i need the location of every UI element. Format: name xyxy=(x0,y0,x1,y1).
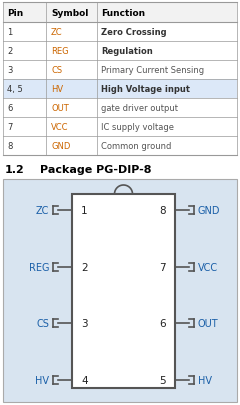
Text: OUT: OUT xyxy=(198,319,219,328)
Text: IC supply voltage: IC supply voltage xyxy=(101,123,174,132)
Text: 7: 7 xyxy=(159,262,166,272)
Text: High Voltage input: High Voltage input xyxy=(101,85,190,94)
Bar xyxy=(3,61,237,80)
Text: ZC: ZC xyxy=(36,205,49,215)
Text: Function: Function xyxy=(101,9,145,17)
Text: 5: 5 xyxy=(159,375,166,385)
Text: Package PG-DIP-8: Package PG-DIP-8 xyxy=(40,164,151,175)
Text: REG: REG xyxy=(29,262,49,272)
Bar xyxy=(3,23,237,42)
Text: HV: HV xyxy=(35,375,49,385)
Text: GND: GND xyxy=(198,205,221,215)
Bar xyxy=(72,194,175,388)
Text: 2: 2 xyxy=(7,47,12,56)
Text: HV: HV xyxy=(51,85,63,94)
Text: Symbol: Symbol xyxy=(51,9,88,17)
Text: 8: 8 xyxy=(159,205,166,215)
Text: 6: 6 xyxy=(159,319,166,328)
Text: 1.2: 1.2 xyxy=(5,164,25,175)
Bar xyxy=(3,136,237,156)
Text: VCC: VCC xyxy=(198,262,218,272)
Text: Pin: Pin xyxy=(7,9,23,17)
Text: 6: 6 xyxy=(7,104,12,113)
Text: Primary Current Sensing: Primary Current Sensing xyxy=(101,66,204,75)
Text: HV: HV xyxy=(198,375,212,385)
Text: 8: 8 xyxy=(7,142,12,151)
Text: 3: 3 xyxy=(7,66,12,75)
Text: ZC: ZC xyxy=(51,28,63,37)
Text: 7: 7 xyxy=(7,123,12,132)
Text: CS: CS xyxy=(36,319,49,328)
Text: 1: 1 xyxy=(81,205,88,215)
Bar xyxy=(3,179,237,402)
Text: VCC: VCC xyxy=(51,123,68,132)
Text: 4: 4 xyxy=(81,375,88,385)
Text: OUT: OUT xyxy=(51,104,69,113)
Text: 2: 2 xyxy=(81,262,88,272)
Text: GND: GND xyxy=(51,142,70,151)
Text: gate driver output: gate driver output xyxy=(101,104,178,113)
Bar xyxy=(3,99,237,118)
Bar xyxy=(3,3,237,23)
Text: Zero Crossing: Zero Crossing xyxy=(101,28,167,37)
Text: 3: 3 xyxy=(81,319,88,328)
Text: REG: REG xyxy=(51,47,69,56)
Text: 4, 5: 4, 5 xyxy=(7,85,23,94)
Bar xyxy=(3,118,237,136)
Text: Regulation: Regulation xyxy=(101,47,153,56)
Text: 1: 1 xyxy=(7,28,12,37)
Text: CS: CS xyxy=(51,66,62,75)
Bar xyxy=(3,42,237,61)
Text: Common ground: Common ground xyxy=(101,142,171,151)
Bar xyxy=(3,80,237,99)
